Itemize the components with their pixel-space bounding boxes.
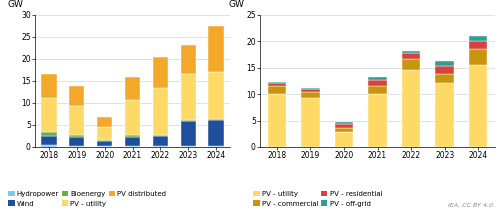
- Bar: [268, 82, 286, 84]
- Bar: [125, 137, 140, 146]
- Bar: [125, 135, 140, 137]
- Bar: [42, 145, 56, 147]
- Bar: [436, 74, 454, 84]
- Bar: [301, 92, 320, 98]
- Bar: [97, 117, 112, 127]
- Bar: [268, 84, 286, 86]
- Bar: [152, 135, 168, 136]
- Bar: [268, 86, 286, 94]
- Y-axis label: GW: GW: [8, 0, 24, 9]
- Bar: [42, 136, 56, 145]
- Bar: [268, 94, 286, 147]
- Bar: [208, 72, 224, 119]
- Bar: [469, 41, 488, 49]
- Bar: [469, 36, 488, 41]
- Bar: [180, 120, 196, 121]
- Bar: [69, 106, 84, 135]
- Bar: [69, 86, 84, 106]
- Bar: [125, 100, 140, 135]
- Bar: [208, 26, 224, 72]
- Bar: [469, 49, 488, 65]
- Bar: [301, 88, 320, 89]
- Text: IEA. CC BY 4.0.: IEA. CC BY 4.0.: [448, 203, 495, 208]
- Bar: [180, 45, 196, 74]
- Bar: [402, 59, 420, 70]
- Bar: [152, 88, 168, 135]
- Bar: [180, 74, 196, 120]
- Bar: [368, 77, 386, 80]
- Bar: [402, 51, 420, 53]
- Bar: [334, 132, 353, 147]
- Bar: [208, 120, 224, 146]
- Bar: [152, 146, 168, 147]
- Bar: [402, 70, 420, 147]
- Bar: [125, 146, 140, 147]
- Bar: [208, 119, 224, 120]
- Bar: [69, 146, 84, 147]
- Bar: [208, 146, 224, 147]
- Bar: [368, 94, 386, 147]
- Bar: [469, 65, 488, 147]
- Bar: [42, 74, 56, 98]
- Bar: [125, 77, 140, 100]
- Bar: [301, 98, 320, 147]
- Bar: [301, 89, 320, 92]
- Bar: [97, 141, 112, 146]
- Bar: [436, 84, 454, 147]
- Bar: [368, 86, 386, 94]
- Legend: PV - utility, PV - commercial, PV - residential, PV - off-grid: PV - utility, PV - commercial, PV - resi…: [254, 191, 382, 206]
- Bar: [42, 98, 56, 131]
- Bar: [436, 61, 454, 66]
- Bar: [402, 53, 420, 59]
- Bar: [152, 136, 168, 146]
- Y-axis label: GW: GW: [228, 0, 244, 9]
- Bar: [436, 66, 454, 74]
- Bar: [97, 146, 112, 147]
- Bar: [334, 128, 353, 132]
- Bar: [180, 121, 196, 146]
- Bar: [334, 122, 353, 124]
- Bar: [152, 58, 168, 88]
- Bar: [69, 137, 84, 146]
- Bar: [42, 131, 56, 136]
- Bar: [334, 124, 353, 128]
- Bar: [97, 127, 112, 139]
- Legend: Hydropower, Wind, Bioenergy, PV - utility, PV distributed: Hydropower, Wind, Bioenergy, PV - utilit…: [8, 191, 166, 206]
- Bar: [97, 139, 112, 141]
- Bar: [180, 146, 196, 147]
- Bar: [368, 80, 386, 86]
- Bar: [69, 135, 84, 137]
